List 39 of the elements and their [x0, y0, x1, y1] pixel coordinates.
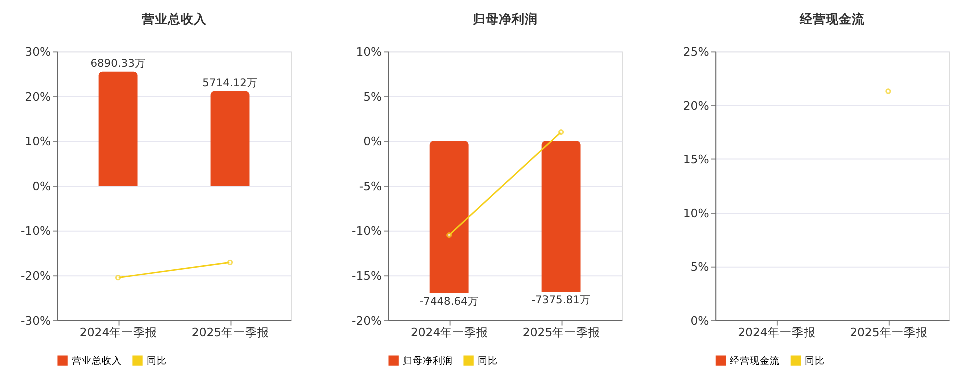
- legend-label: 同比: [478, 354, 498, 367]
- chart-title: 营业总收入: [140, 11, 208, 26]
- chart-title: 经营现金流: [798, 11, 866, 26]
- legend-label: 归母净利润: [403, 354, 454, 367]
- y-tick-label: -10%: [352, 224, 382, 238]
- y-tick-label: 0%: [690, 314, 710, 328]
- legend-label: 营业总收入: [72, 354, 122, 367]
- y-tick-label: 20%: [683, 98, 710, 113]
- x-tick-label: 2024年一季报: [410, 325, 489, 340]
- x-tick-label: 2025年一季报: [192, 325, 270, 340]
- legend-label: 同比: [805, 354, 826, 367]
- x-tick-label: 2025年一季报: [522, 325, 601, 340]
- x-tick-label: 2024年一季报: [80, 325, 158, 340]
- legend-label: 同比: [147, 354, 168, 367]
- y-tick-label: 0%: [364, 134, 382, 149]
- x-tick-label: 2024年一季报: [738, 325, 816, 340]
- y-tick-label: 30%: [25, 45, 52, 60]
- legend-label: 经营现金流: [730, 354, 780, 367]
- y-tick-label: 20%: [25, 90, 52, 104]
- y-tick-label: 10%: [683, 206, 710, 220]
- chart-title: 归母净利润: [472, 11, 538, 26]
- y-tick-label: -5%: [359, 179, 382, 194]
- y-tick-label: -15%: [352, 269, 382, 284]
- y-tick-label: 10%: [356, 45, 382, 60]
- y-tick-label: 5%: [690, 260, 710, 274]
- y-tick-label: 25%: [683, 45, 710, 60]
- y-tick-label: 0%: [32, 179, 52, 194]
- y-tick-label: -30%: [20, 314, 52, 328]
- data-label: 6890.33万: [90, 56, 146, 70]
- data-label: -7375.81万: [532, 294, 591, 307]
- y-tick-label: 10%: [25, 134, 52, 149]
- y-tick-label: 15%: [683, 152, 710, 167]
- x-tick-label: 2025年一季报: [850, 325, 928, 340]
- data-label: -7448.64万: [420, 295, 479, 308]
- y-tick-label: 5%: [364, 90, 382, 104]
- data-label: 5714.12万: [202, 76, 258, 90]
- y-tick-label: -20%: [352, 314, 382, 328]
- y-tick-label: -10%: [20, 224, 52, 238]
- y-tick-label: -20%: [20, 269, 52, 284]
